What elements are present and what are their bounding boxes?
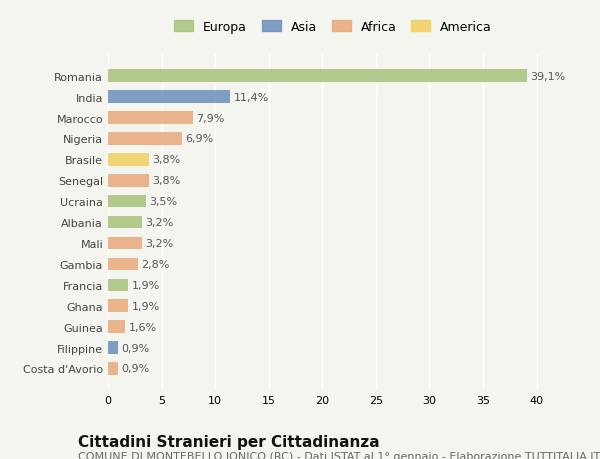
Bar — [108, 196, 146, 208]
Text: 1,9%: 1,9% — [131, 280, 160, 290]
Text: 0,9%: 0,9% — [121, 343, 149, 353]
Legend: Europa, Asia, Africa, America: Europa, Asia, Africa, America — [174, 21, 492, 34]
Bar — [108, 91, 230, 104]
Bar — [108, 112, 193, 124]
Bar — [108, 258, 138, 271]
Bar — [108, 300, 128, 312]
Bar — [108, 133, 182, 146]
Text: 39,1%: 39,1% — [530, 72, 565, 82]
Text: 1,9%: 1,9% — [131, 301, 160, 311]
Text: 3,5%: 3,5% — [149, 197, 177, 207]
Text: 0,9%: 0,9% — [121, 364, 149, 374]
Text: 11,4%: 11,4% — [233, 92, 269, 102]
Bar — [108, 154, 149, 166]
Text: 1,6%: 1,6% — [128, 322, 157, 332]
Bar — [108, 174, 149, 187]
Text: 2,8%: 2,8% — [141, 259, 170, 269]
Text: 6,9%: 6,9% — [185, 134, 214, 144]
Text: 3,8%: 3,8% — [152, 155, 180, 165]
Bar — [108, 237, 142, 250]
Text: 7,9%: 7,9% — [196, 113, 224, 123]
Text: 3,2%: 3,2% — [146, 218, 174, 228]
Bar — [108, 70, 527, 83]
Text: 3,2%: 3,2% — [146, 239, 174, 248]
Text: Cittadini Stranieri per Cittadinanza: Cittadini Stranieri per Cittadinanza — [78, 434, 380, 449]
Text: 3,8%: 3,8% — [152, 176, 180, 186]
Bar — [108, 216, 142, 229]
Bar — [108, 363, 118, 375]
Bar — [108, 279, 128, 291]
Bar — [108, 341, 118, 354]
Text: COMUNE DI MONTEBELLO JONICO (RC) - Dati ISTAT al 1° gennaio - Elaborazione TUTTI: COMUNE DI MONTEBELLO JONICO (RC) - Dati … — [78, 451, 600, 459]
Bar — [108, 321, 125, 333]
